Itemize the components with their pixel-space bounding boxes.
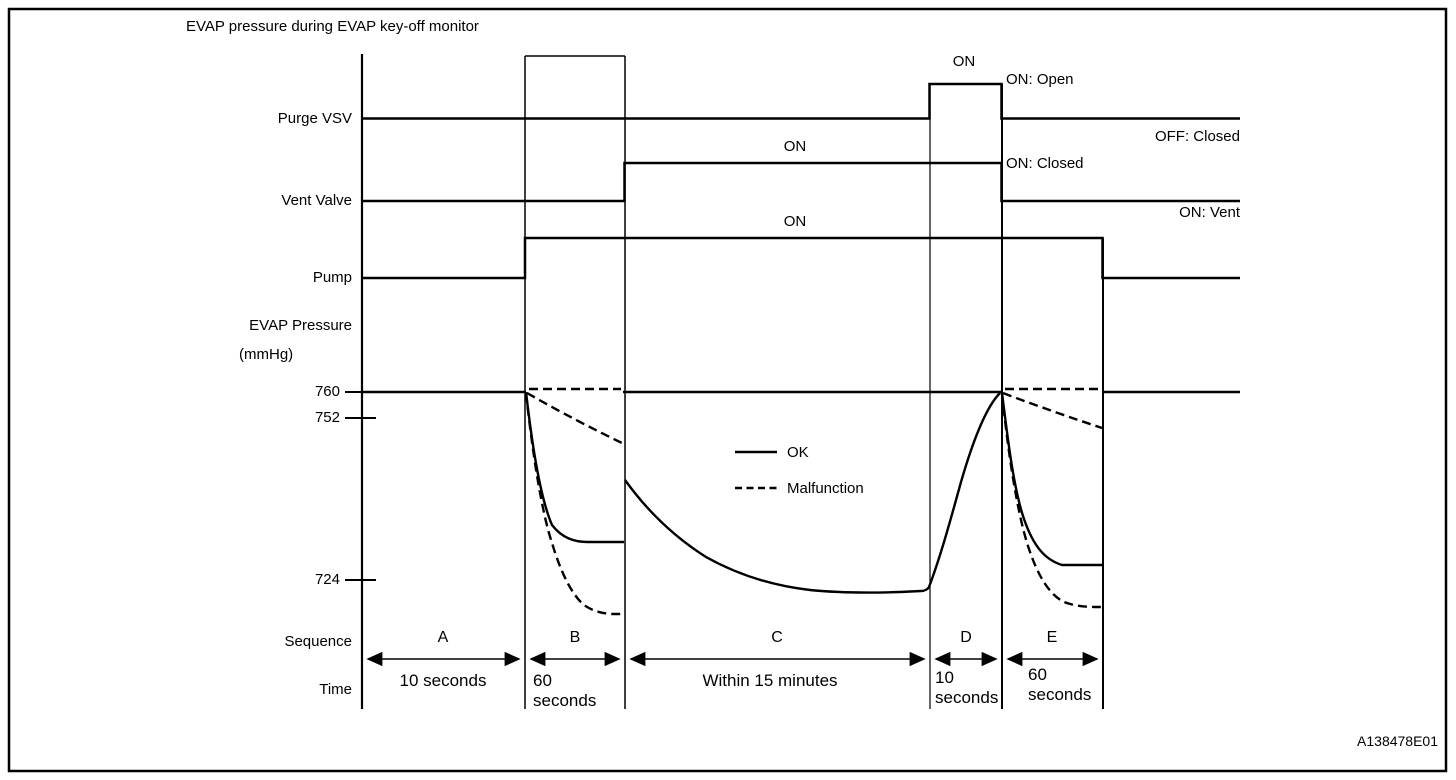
sequence-phase-a: A <box>437 629 449 646</box>
purge-vsv-label: Purge VSV <box>277 110 352 127</box>
vent-valve-label: Vent Valve <box>281 192 352 209</box>
malfunction-curve-shallow-phase-b <box>526 391 625 446</box>
pressure-axis-unit: (mmHg) <box>239 346 294 363</box>
ok-curve-phase-c-d <box>624 392 1001 594</box>
time-phase-b: 60 seconds <box>533 671 597 710</box>
diagram-title: EVAP pressure during EVAP key-off monito… <box>186 18 479 35</box>
pump-on-label: ON <box>783 213 807 230</box>
vent-valve-waveform <box>362 161 1240 203</box>
vent-valve-state-on: ON: Closed <box>1006 155 1084 172</box>
phase-b-window-lines <box>524 55 626 709</box>
pressure-axis-ticks <box>345 391 376 581</box>
time-row-label: Time <box>319 681 352 698</box>
time-phase-d: 10 seconds <box>935 668 999 707</box>
malfunction-curve-deep-phase-e <box>1000 392 1102 609</box>
purge-vsv-state-off: OFF: Closed <box>1154 128 1240 145</box>
legend-malfunction-label: Malfunction <box>787 480 864 497</box>
sequence-row-label: Sequence <box>284 633 352 650</box>
sequence-phase-b: B <box>569 629 581 646</box>
pump-label: Pump <box>312 269 352 286</box>
figure-code: A138478E01 <box>1357 733 1438 749</box>
tick-752: 752 <box>314 409 340 426</box>
tick-724: 724 <box>314 571 340 588</box>
ok-curve-phase-e <box>1000 392 1102 567</box>
malfunction-curve-deep-phase-b <box>524 392 624 616</box>
legend-ok-label: OK <box>787 444 809 461</box>
time-phase-e: 60 seconds <box>1028 665 1092 704</box>
purge-vsv-state-on: ON: Open <box>1006 71 1074 88</box>
ok-curve-phase-b <box>524 391 624 544</box>
sequence-phase-e: E <box>1046 629 1058 646</box>
vent-valve-on-label: ON <box>783 138 807 155</box>
pump-waveform <box>362 236 1240 280</box>
vent-valve-state-off: ON: Vent <box>1179 204 1240 221</box>
purge-vsv-on-label: ON <box>952 53 976 70</box>
tick-760: 760 <box>314 383 340 400</box>
pressure-axis-label: EVAP Pressure <box>249 317 352 334</box>
sequence-phase-c: C <box>771 629 783 646</box>
malfunction-curve-shallow-phase-e <box>1002 391 1103 430</box>
time-phase-a: 10 seconds <box>399 671 487 690</box>
figure-border <box>7 7 1448 773</box>
purge-vsv-waveform <box>362 82 1240 120</box>
time-phase-c: Within 15 minutes <box>702 671 838 690</box>
sequence-phase-d: D <box>960 629 972 646</box>
